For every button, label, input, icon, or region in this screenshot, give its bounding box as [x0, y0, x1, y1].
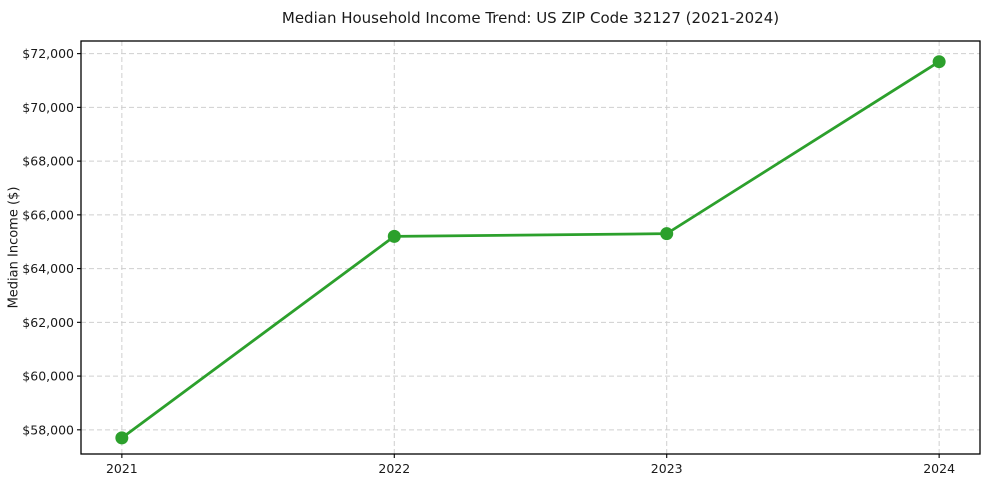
data-point-marker — [115, 431, 129, 445]
y-axis-label: Median Income ($) — [6, 186, 22, 309]
y-tick-label: $58,000 — [22, 422, 74, 437]
y-tick-label: $66,000 — [22, 207, 74, 222]
y-tick-label: $70,000 — [22, 100, 74, 115]
x-tick-label: 2024 — [923, 461, 955, 476]
y-tick-label: $60,000 — [22, 369, 74, 384]
data-point-marker — [660, 227, 674, 241]
x-tick-label: 2021 — [106, 461, 138, 476]
y-tick-label: $62,000 — [22, 315, 74, 330]
x-tick-label: 2022 — [378, 461, 410, 476]
plot-border — [80, 40, 981, 455]
chart-title: Median Household Income Trend: US ZIP Co… — [281, 9, 780, 27]
data-point-marker — [387, 229, 401, 243]
y-tick-label: $68,000 — [22, 154, 74, 169]
y-tick-label: $64,000 — [22, 261, 74, 276]
x-tick-label: 2023 — [651, 461, 683, 476]
trend-line — [120, 60, 941, 440]
y-tick-label: $72,000 — [22, 46, 74, 61]
data-point-marker — [932, 55, 946, 69]
